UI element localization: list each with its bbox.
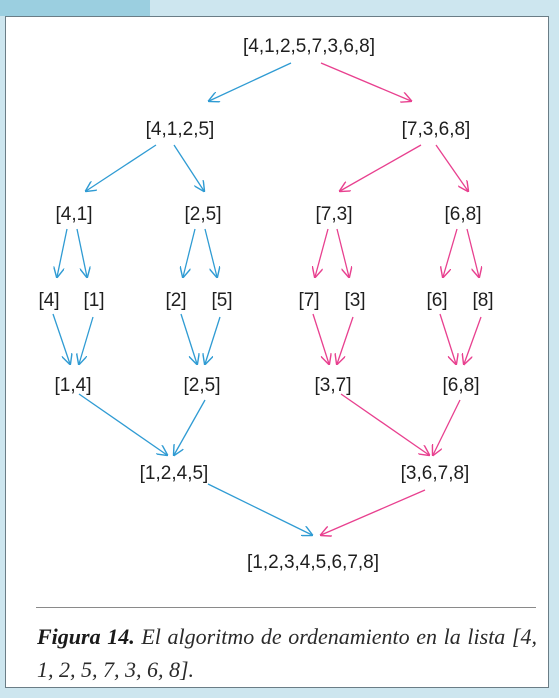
node-merge-37: [3,7] xyxy=(315,375,352,396)
arrow-37-to-3678 xyxy=(340,393,429,455)
arrow-68-to-6 xyxy=(443,228,458,277)
node-split-41: [4,1] xyxy=(56,204,93,225)
node-merge-3678: [3,6,7,8] xyxy=(401,463,470,484)
figure-card: [4,1,2,5,7,3,6,8] [4,1,2,5] [7,3,6,8] [4… xyxy=(5,16,549,688)
node-leaf-4: [4] xyxy=(38,290,59,311)
arrow-6-to-68 xyxy=(439,313,456,364)
arrow-root-to-right xyxy=(320,62,411,101)
caption-text: El algoritmo de ordenamiento en la lista… xyxy=(37,624,537,682)
arrow-1245-to-final xyxy=(207,483,312,535)
node-leaf-3: [3] xyxy=(344,290,365,311)
node-left-half: [4,1,2,5] xyxy=(146,119,215,140)
arrow-68-to-3678 xyxy=(433,399,461,455)
arrow-25-to-2 xyxy=(183,228,196,277)
arrow-73-to-7 xyxy=(315,228,329,277)
arrow-5-to-25 xyxy=(205,316,221,364)
node-root: [4,1,2,5,7,3,6,8] xyxy=(243,36,375,57)
node-merge-25: [2,5] xyxy=(184,375,221,396)
node-split-68: [6,8] xyxy=(445,204,482,225)
node-leaf-8: [8] xyxy=(472,290,493,311)
arrow-left-to-25 xyxy=(173,144,204,191)
arrow-25-to-1245 xyxy=(174,399,206,455)
caption-label: Figura 14. xyxy=(37,624,135,649)
arrow-3678-to-final xyxy=(321,489,426,535)
arrow-1-to-14 xyxy=(79,316,94,364)
merge-sort-diagram: [4,1,2,5,7,3,6,8] [4,1,2,5] [7,3,6,8] [4… xyxy=(38,36,493,573)
node-leaf-1: [1] xyxy=(83,290,104,311)
node-leaf-6: [6] xyxy=(426,290,447,311)
node-split-25: [2,5] xyxy=(185,204,222,225)
arrow-right-to-73 xyxy=(340,144,422,191)
node-split-73: [7,3] xyxy=(316,204,353,225)
node-leaf-5: [5] xyxy=(211,290,232,311)
arrow-right-to-68 xyxy=(435,144,468,191)
node-merge-1245: [1,2,4,5] xyxy=(140,463,209,484)
arrow-2-to-25 xyxy=(180,313,197,364)
node-leaf-7: [7] xyxy=(298,290,319,311)
arrow-73-to-3 xyxy=(336,228,349,277)
corner-tab xyxy=(0,0,150,16)
arrow-3-to-37 xyxy=(337,316,354,364)
arrow-left-to-41 xyxy=(86,144,157,191)
arrow-4-to-14 xyxy=(52,313,70,364)
node-merge-68: [6,8] xyxy=(443,375,480,396)
arrow-root-to-left xyxy=(209,62,292,101)
node-right-half: [7,3,6,8] xyxy=(402,119,471,140)
arrow-8-to-68 xyxy=(464,316,482,364)
caption-divider xyxy=(36,607,536,608)
node-leaf-2: [2] xyxy=(165,290,186,311)
figure-caption: Figura 14. El algoritmo de ordenamiento … xyxy=(37,620,537,686)
arrow-41-to-1 xyxy=(76,228,87,277)
node-final-sorted: [1,2,3,4,5,6,7,8] xyxy=(247,552,379,573)
node-merge-14: [1,4] xyxy=(55,375,92,396)
arrow-41-to-4 xyxy=(57,228,68,277)
arrow-25-to-5 xyxy=(204,228,217,277)
arrow-7-to-37 xyxy=(312,313,329,364)
arrow-14-to-1245 xyxy=(78,393,167,455)
arrow-68-to-8 xyxy=(466,228,479,277)
